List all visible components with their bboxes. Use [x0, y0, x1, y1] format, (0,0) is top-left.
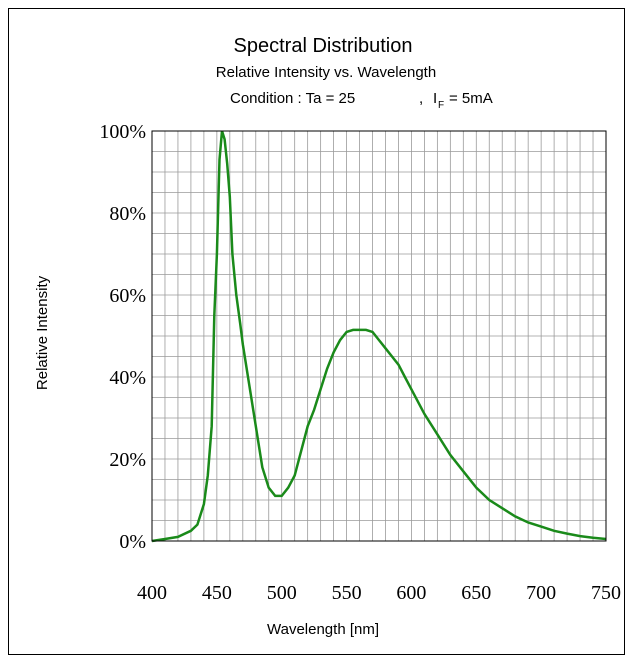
- y-tick-label: 100%: [99, 121, 146, 143]
- y-tick-label: 20%: [109, 449, 146, 471]
- x-tick-label: 700: [526, 582, 556, 604]
- condition-prefix: Condition : Ta = 25: [230, 90, 355, 107]
- y-tick-label: 0%: [119, 531, 146, 553]
- x-axis-label: Wavelength [nm]: [267, 621, 379, 638]
- chart-title: Spectral Distribution: [234, 35, 413, 57]
- plot-border: [151, 130, 607, 542]
- x-tick-label: 550: [332, 582, 362, 604]
- y-tick-labels: 0% 20% 40% 60% 80% 100%: [99, 121, 146, 553]
- x-tick-label: 400: [137, 582, 167, 604]
- chart-subtitle: Relative Intensity vs. Wavelength: [216, 64, 436, 81]
- current-value: = 5mA: [449, 90, 493, 107]
- x-tick-label: 450: [202, 582, 232, 604]
- x-tick-label: 500: [267, 582, 297, 604]
- y-axis-label: Relative Intensity: [34, 275, 51, 390]
- x-tick-label: 600: [396, 582, 426, 604]
- y-tick-label: 80%: [109, 203, 146, 225]
- current-subscript: F: [438, 100, 444, 111]
- grid: [152, 131, 606, 541]
- current-symbol: I: [433, 90, 437, 107]
- y-tick-label: 60%: [109, 285, 146, 307]
- x-tick-labels: 400 450 500 550 600 650 700 750: [137, 582, 621, 604]
- chart-frame: [8, 8, 625, 655]
- condition-separator: ,: [419, 90, 423, 107]
- series-line: [151, 130, 607, 543]
- y-tick-label: 40%: [109, 367, 146, 389]
- x-tick-label: 650: [461, 582, 491, 604]
- x-tick-label: 750: [591, 582, 621, 604]
- condition-label: Condition : Ta = 25 , I F = 5mA: [230, 90, 493, 111]
